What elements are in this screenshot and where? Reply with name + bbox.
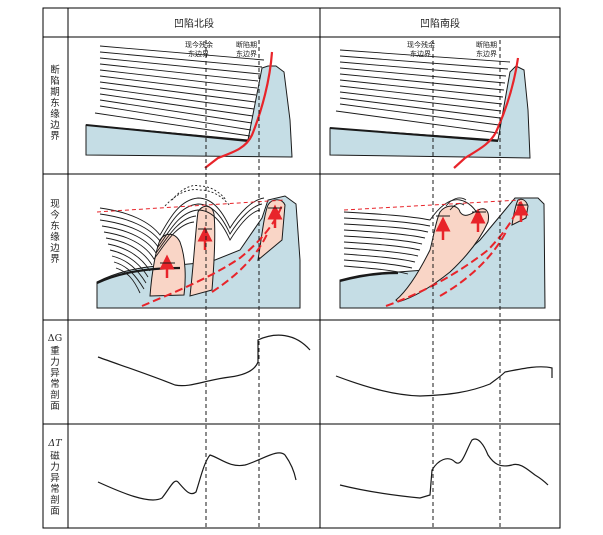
row-label-gravity-profile: 重力异常剖面 — [50, 346, 60, 412]
strata-lines-south — [335, 49, 511, 134]
strata-lines-north — [94, 45, 265, 137]
header-north-section: 凹陷北段 — [174, 19, 214, 30]
outer-border — [42, 7, 561, 529]
fault-present-south-1 — [385, 201, 521, 307]
erosion-surface-south — [343, 199, 521, 211]
fault-present-south-2 — [439, 231, 507, 297]
extension-arrows-south — [436, 204, 528, 217]
rift-fault-south — [453, 57, 520, 169]
row-label-present-boundary: 现今东缘边界 — [50, 199, 60, 265]
extension-arrows-north — [160, 207, 282, 264]
label-rift-boundary-north-1: 断陷期 — [236, 40, 257, 49]
unconformity-south — [339, 271, 399, 283]
fault-present-north-1 — [141, 204, 283, 307]
erosion-surface-north — [96, 199, 286, 213]
row-label-rift-boundary: 断陷期东缘边界 — [50, 65, 60, 142]
reference-lines — [205, 40, 501, 528]
row-label-gravity-symbol: ΔG — [47, 333, 63, 344]
row-label-magnetic-profile: 磁力异常剖面 — [50, 451, 60, 517]
intrusion-north-2 — [189, 205, 216, 297]
gravity-curve-south — [335, 366, 553, 397]
present-section-north — [96, 185, 301, 309]
folded-strata-north — [99, 197, 265, 294]
label-residual-boundary-south-2: 东边界 — [410, 49, 431, 58]
intrusion-south-1 — [395, 205, 489, 303]
header-south-section: 凹陷南段 — [420, 19, 460, 30]
label-rift-boundary-south-1: 断陷期 — [476, 40, 497, 49]
label-rift-boundary-north-2: 东边界 — [236, 49, 257, 58]
rift-section-south — [329, 49, 531, 169]
label-residual-boundary-north-2: 东边界 — [188, 49, 209, 58]
eroded-strata-north — [164, 185, 231, 207]
row-label-magnetic-symbol: ΔT — [48, 438, 62, 449]
magnetic-curve-north — [97, 452, 297, 501]
rift-section-north — [85, 45, 293, 169]
label-residual-boundary-north-1: 现今残余 — [185, 40, 213, 49]
present-section-south — [339, 197, 546, 309]
label-rift-boundary-south-2: 东边界 — [476, 49, 497, 58]
label-residual-boundary-south-1: 现今残余 — [407, 40, 435, 49]
basement-top-south — [329, 127, 499, 142]
rift-fault-north — [204, 51, 274, 169]
strata-present-south — [343, 197, 481, 275]
basement-top-north — [85, 124, 249, 142]
magnetic-curve-south — [339, 438, 549, 499]
fault-present-north-2 — [211, 231, 269, 293]
gravity-curve-north — [97, 334, 311, 387]
